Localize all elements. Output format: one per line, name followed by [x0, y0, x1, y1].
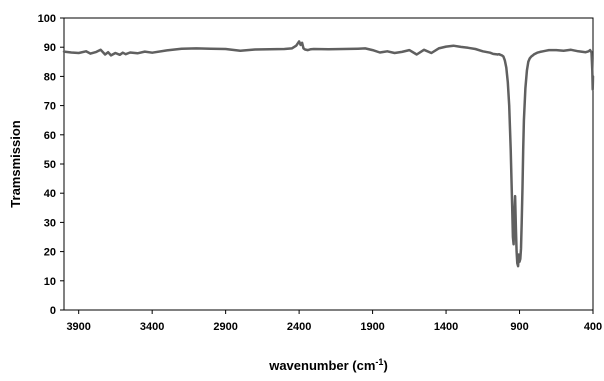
y-tick-label: 10 [44, 276, 56, 288]
x-axis-title: wavenumber (cm-1) [268, 357, 388, 373]
plot-area-frame [63, 17, 594, 311]
x-axis-title-close: ) [383, 358, 387, 373]
x-axis-title-superscript: -1 [375, 357, 383, 367]
x-tick-label: 3900 [66, 321, 90, 333]
y-tick-label: 80 [44, 71, 56, 83]
x-axis-title-main: wavenumber (cm [268, 358, 375, 373]
y-tick-label: 100 [38, 13, 56, 25]
y-tick-label: 60 [44, 130, 56, 142]
x-tick-label: 900 [510, 321, 528, 333]
y-tick-label: 40 [44, 188, 56, 200]
x-tick-label: 3400 [140, 321, 164, 333]
x-tick-label: 2400 [287, 321, 311, 333]
y-tick-label: 0 [50, 305, 56, 317]
y-tick-label: 30 [44, 217, 56, 229]
x-tick-label: 1400 [434, 321, 458, 333]
y-axis-title: Tramsmission [8, 120, 23, 207]
y-axis-ticks: 0 10 20 30 40 50 60 70 80 90 100 [38, 13, 64, 317]
y-tick-label: 90 [44, 42, 56, 54]
x-axis-ticks: 3900 3400 2900 2400 1900 1400 900 400 [66, 310, 602, 333]
x-tick-label: 400 [584, 321, 602, 333]
y-tick-label: 20 [44, 247, 56, 259]
x-tick-label: 2900 [213, 321, 237, 333]
y-tick-label: 70 [44, 101, 56, 113]
x-tick-label: 1900 [360, 321, 384, 333]
y-tick-label: 50 [44, 159, 56, 171]
transmission-series-line [62, 40, 595, 268]
